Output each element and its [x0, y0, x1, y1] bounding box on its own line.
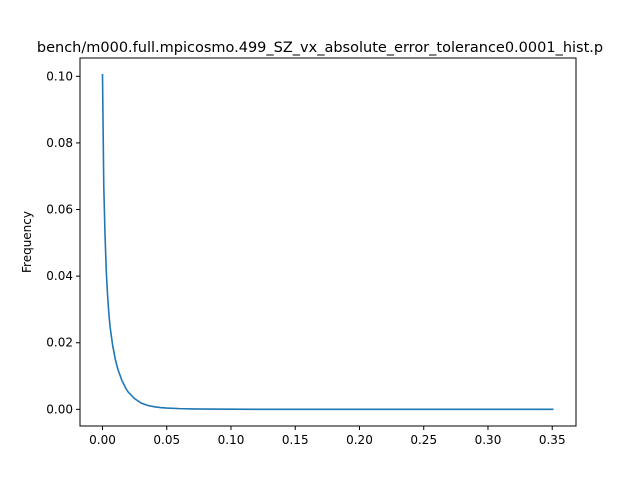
x-tick-label: 0.25	[410, 433, 437, 447]
series-line-0	[101, 73, 554, 411]
x-tick-label: 0.05	[153, 433, 180, 447]
y-tick-label: 0.04	[46, 269, 73, 283]
x-tick-label: 0.30	[475, 433, 502, 447]
y-axis: 0.00 0.02 0.04 0.06 0.08 0.10	[46, 69, 80, 416]
plot-area	[101, 73, 554, 411]
x-axis: 0.00 0.05 0.10 0.15 0.20 0.25 0.30 0.35	[89, 426, 566, 447]
x-tick-label: 0.00	[89, 433, 116, 447]
chart-title: bench/m000.full.mpicosmo.499_SZ_vx_absol…	[37, 40, 603, 56]
y-axis-label: Frequency	[20, 211, 34, 273]
x-tick-label: 0.35	[539, 433, 566, 447]
y-tick-label: 0.06	[46, 203, 73, 217]
plot-frame	[79, 57, 577, 427]
x-tick-label: 0.10	[218, 433, 245, 447]
x-tick-label: 0.20	[346, 433, 373, 447]
x-tick-label: 0.15	[282, 433, 309, 447]
y-tick-label: 0.08	[46, 136, 73, 150]
y-tick-label: 0.00	[46, 402, 73, 416]
y-tick-label: 0.02	[46, 336, 73, 350]
y-tick-label: 0.10	[46, 69, 73, 83]
